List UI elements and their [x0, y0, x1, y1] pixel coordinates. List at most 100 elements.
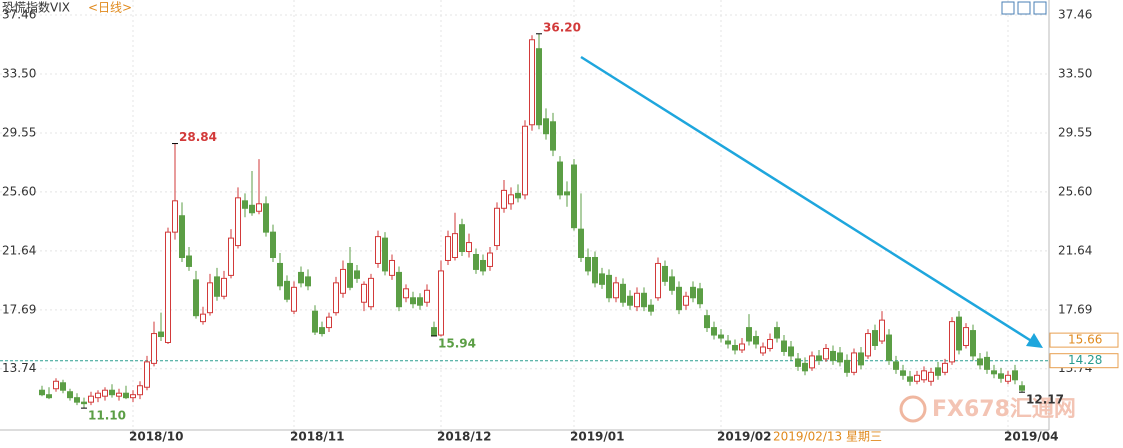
candle-body — [795, 358, 801, 367]
watermark-logo — [899, 395, 927, 423]
candle-body — [662, 265, 668, 282]
candle-body — [809, 355, 815, 369]
watermark: FX678汇通网 — [899, 395, 1076, 423]
candle-body — [718, 334, 724, 339]
candle-body — [816, 355, 822, 361]
candle-body — [319, 327, 325, 335]
candle-body — [760, 346, 766, 354]
candle-body — [690, 286, 696, 299]
candle-body — [823, 347, 829, 360]
candle-body — [802, 362, 808, 372]
title-suffix: <日线> — [88, 1, 132, 15]
extreme-label: 28.84 — [179, 130, 217, 144]
candle-body — [130, 394, 136, 399]
candle-body — [459, 224, 465, 253]
y-tick-label-right: 29.55 — [1058, 125, 1092, 139]
candle-body — [333, 282, 339, 314]
candle-body — [81, 401, 87, 405]
extreme-label: 36.20 — [543, 20, 581, 34]
candle-body — [515, 192, 521, 199]
candle-body — [74, 397, 80, 403]
candle-body — [683, 295, 689, 306]
candle-body — [907, 376, 913, 382]
y-tick-label-left: 13.74 — [2, 361, 36, 375]
extreme-label: 12.17 — [1026, 393, 1064, 407]
candle-body — [830, 350, 836, 361]
candle-body — [599, 273, 605, 285]
candle-body — [431, 327, 437, 336]
candle-body — [998, 373, 1004, 379]
candle-body — [963, 327, 969, 346]
candle-body — [788, 346, 794, 357]
candle-body — [424, 289, 430, 303]
tool-button[interactable] — [1033, 1, 1047, 15]
y-tick-label-right: 33.50 — [1058, 67, 1092, 81]
candle-body — [767, 339, 773, 349]
candle-body — [326, 316, 332, 329]
y-tick-label-right: 37.46 — [1058, 8, 1092, 22]
y-tick-label-left: 21.64 — [2, 243, 36, 257]
candle-body — [704, 315, 710, 329]
candle-body — [900, 370, 906, 376]
candle-body — [557, 161, 563, 196]
marker-label-box — [1049, 332, 1119, 348]
candle-body — [585, 256, 591, 272]
candle-body — [179, 215, 185, 258]
toolbar[interactable] — [1001, 1, 1047, 15]
candle-body — [242, 200, 248, 209]
x-tick-label: 2018/11 — [290, 430, 344, 444]
candle-body — [53, 380, 59, 390]
candle-body — [746, 327, 752, 342]
y-tick-label-left: 29.55 — [2, 125, 36, 139]
candle-body — [67, 391, 73, 399]
y-tick-label-right: 17.69 — [1058, 302, 1092, 316]
candle-body — [711, 327, 717, 336]
candle-body — [256, 203, 262, 212]
tool-button[interactable] — [1001, 1, 1015, 15]
candle-body — [473, 254, 479, 270]
trend-arrow-head — [1026, 333, 1043, 348]
candle-body — [501, 189, 507, 209]
candle-body — [200, 313, 206, 323]
candle-body — [774, 327, 780, 339]
candle-body — [949, 321, 955, 363]
candle-body — [109, 389, 115, 396]
candle-body — [536, 48, 542, 126]
y-tick-label-left: 17.69 — [2, 302, 36, 316]
candle-body — [452, 233, 458, 258]
candle-body — [676, 286, 682, 311]
candle-body — [305, 276, 311, 287]
candle-body — [207, 282, 213, 314]
candle-body — [739, 343, 745, 351]
candle-body — [144, 361, 150, 388]
candle-body — [298, 271, 304, 284]
candle-body — [123, 392, 129, 399]
candle-body — [347, 262, 353, 288]
candle-body — [571, 164, 577, 229]
candle-body — [879, 319, 885, 342]
candle-body — [655, 262, 661, 299]
candle-body — [641, 292, 647, 308]
candle-body — [921, 370, 927, 381]
candle-body — [1005, 374, 1011, 382]
price-label: 14.28 — [1068, 353, 1102, 367]
candle-body — [837, 352, 843, 363]
candle-body — [970, 330, 976, 357]
tool-button[interactable] — [1017, 1, 1031, 15]
candle-body — [249, 204, 255, 214]
x-tick-label: 2019/04 — [1004, 430, 1058, 444]
candle-body — [60, 382, 66, 391]
candle-body — [669, 276, 675, 291]
candle-body — [158, 331, 164, 338]
candle-body — [627, 295, 633, 306]
candle-body — [382, 237, 388, 272]
candle-body — [284, 280, 290, 300]
candle-body — [396, 271, 402, 308]
tooltip-box — [768, 431, 900, 444]
x-tick-label: 2019/02 — [717, 430, 771, 444]
candle-body — [942, 362, 948, 373]
candle-body — [277, 262, 283, 287]
candle-body — [865, 333, 871, 357]
candle-body — [193, 279, 199, 317]
